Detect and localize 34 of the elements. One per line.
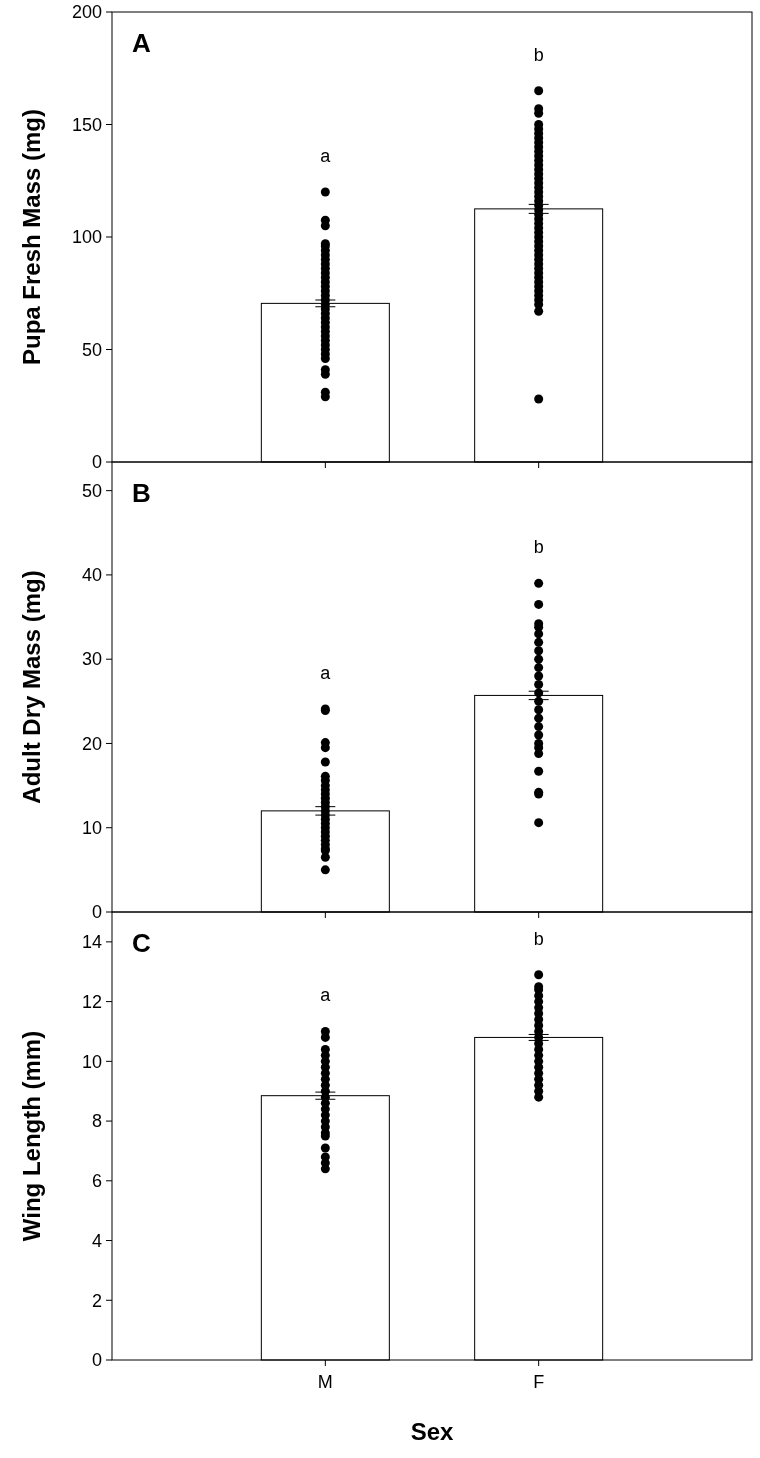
y-tick-label: 40	[81, 565, 102, 586]
y-tick-label: 10	[81, 1051, 102, 1072]
y-tick-label: 8	[91, 1111, 102, 1132]
y-tick-label: 0	[91, 452, 102, 473]
x-axis-title: Sex	[410, 1418, 454, 1445]
y-tick-label: 50	[81, 339, 102, 360]
annotation: b	[533, 928, 544, 949]
annotation: b	[533, 44, 544, 65]
y-tick-label: 50	[81, 480, 102, 501]
annotation: b	[533, 537, 544, 558]
y-tick-label: 2	[91, 1290, 102, 1311]
x-tick-label: M	[317, 1372, 333, 1392]
y-tick-label: 0	[91, 902, 102, 923]
y-tick-label: 150	[71, 114, 102, 135]
annotation: A	[132, 28, 151, 58]
annotation: a	[320, 662, 332, 683]
annotation: C	[132, 928, 151, 958]
y-axis-title: Wing Length (mm)	[18, 1030, 45, 1242]
annotation: a	[320, 146, 332, 166]
y-tick-label: 14	[81, 932, 102, 953]
y-tick-label: 4	[91, 1230, 102, 1251]
annotation: B	[132, 478, 151, 508]
y-tick-label: 12	[81, 991, 102, 1012]
y-tick-label: 20	[81, 733, 102, 754]
y-tick-label: 100	[71, 227, 102, 248]
y-axis-title: Pupa Fresh Mass (mg)	[18, 108, 45, 366]
y-tick-label: 200	[71, 2, 102, 23]
annotation: a	[320, 985, 332, 1006]
y-tick-label: 10	[81, 818, 102, 839]
y-tick-label: 6	[91, 1171, 102, 1192]
x-tick-label: F	[533, 1372, 545, 1392]
y-tick-label: 0	[91, 1350, 102, 1371]
y-axis-title: Adult Dry Mass (mg)	[18, 570, 45, 804]
y-tick-label: 30	[81, 649, 102, 670]
